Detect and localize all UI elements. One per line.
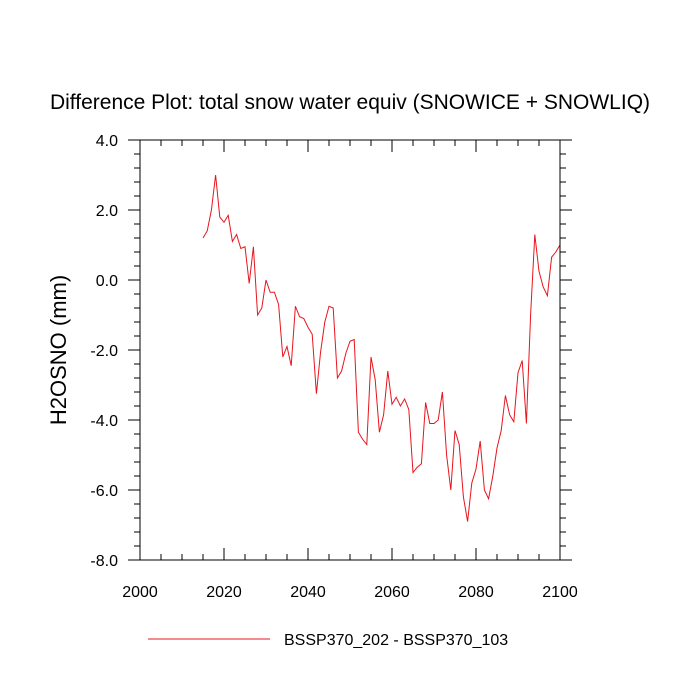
y-tick-label: -6.0 bbox=[90, 483, 118, 500]
y-tick-label: 2.0 bbox=[96, 203, 118, 220]
x-tick-label: 2100 bbox=[542, 584, 578, 601]
plot-frame bbox=[139, 139, 561, 561]
y-tick-label: -4.0 bbox=[90, 413, 118, 430]
legend: BSSP370_202 - BSSP370_103 bbox=[148, 632, 508, 649]
x-tick-label: 2020 bbox=[206, 584, 242, 601]
y-tick-label: 4.0 bbox=[96, 133, 118, 150]
chart-title: Difference Plot: total snow water equiv … bbox=[50, 91, 650, 114]
y-axis-label: H2OSNO (mm) bbox=[46, 275, 71, 425]
x-tick-label: 2080 bbox=[458, 584, 494, 601]
series-line-0 bbox=[202, 174, 561, 522]
axis-tick-labels: 2000 2020 2040 2060 2080 2100 -8.0 -6.0 -4.0 -2.0… bbox=[90, 133, 577, 601]
legend-label: BSSP370_202 - BSSP370_103 bbox=[284, 632, 508, 649]
x-tick-label: 2000 bbox=[122, 584, 158, 601]
axis-ticks bbox=[128, 139, 572, 561]
x-tick-label: 2060 bbox=[374, 584, 410, 601]
x-tick-label: 2040 bbox=[290, 584, 326, 601]
y-tick-label: 0.0 bbox=[96, 273, 118, 290]
y-tick-label: -2.0 bbox=[90, 343, 118, 360]
y-tick-label: -8.0 bbox=[90, 553, 118, 570]
series-layer bbox=[202, 174, 561, 522]
